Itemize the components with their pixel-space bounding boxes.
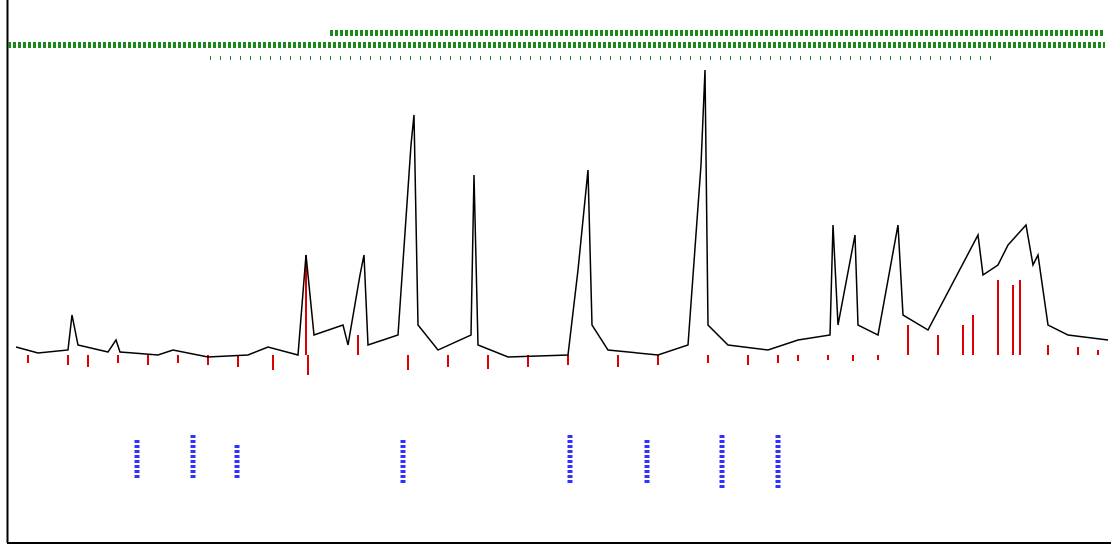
annotation-band: [8, 30, 1105, 60]
peak-marker-band: [134, 435, 781, 488]
trace: [15, 69, 1109, 358]
